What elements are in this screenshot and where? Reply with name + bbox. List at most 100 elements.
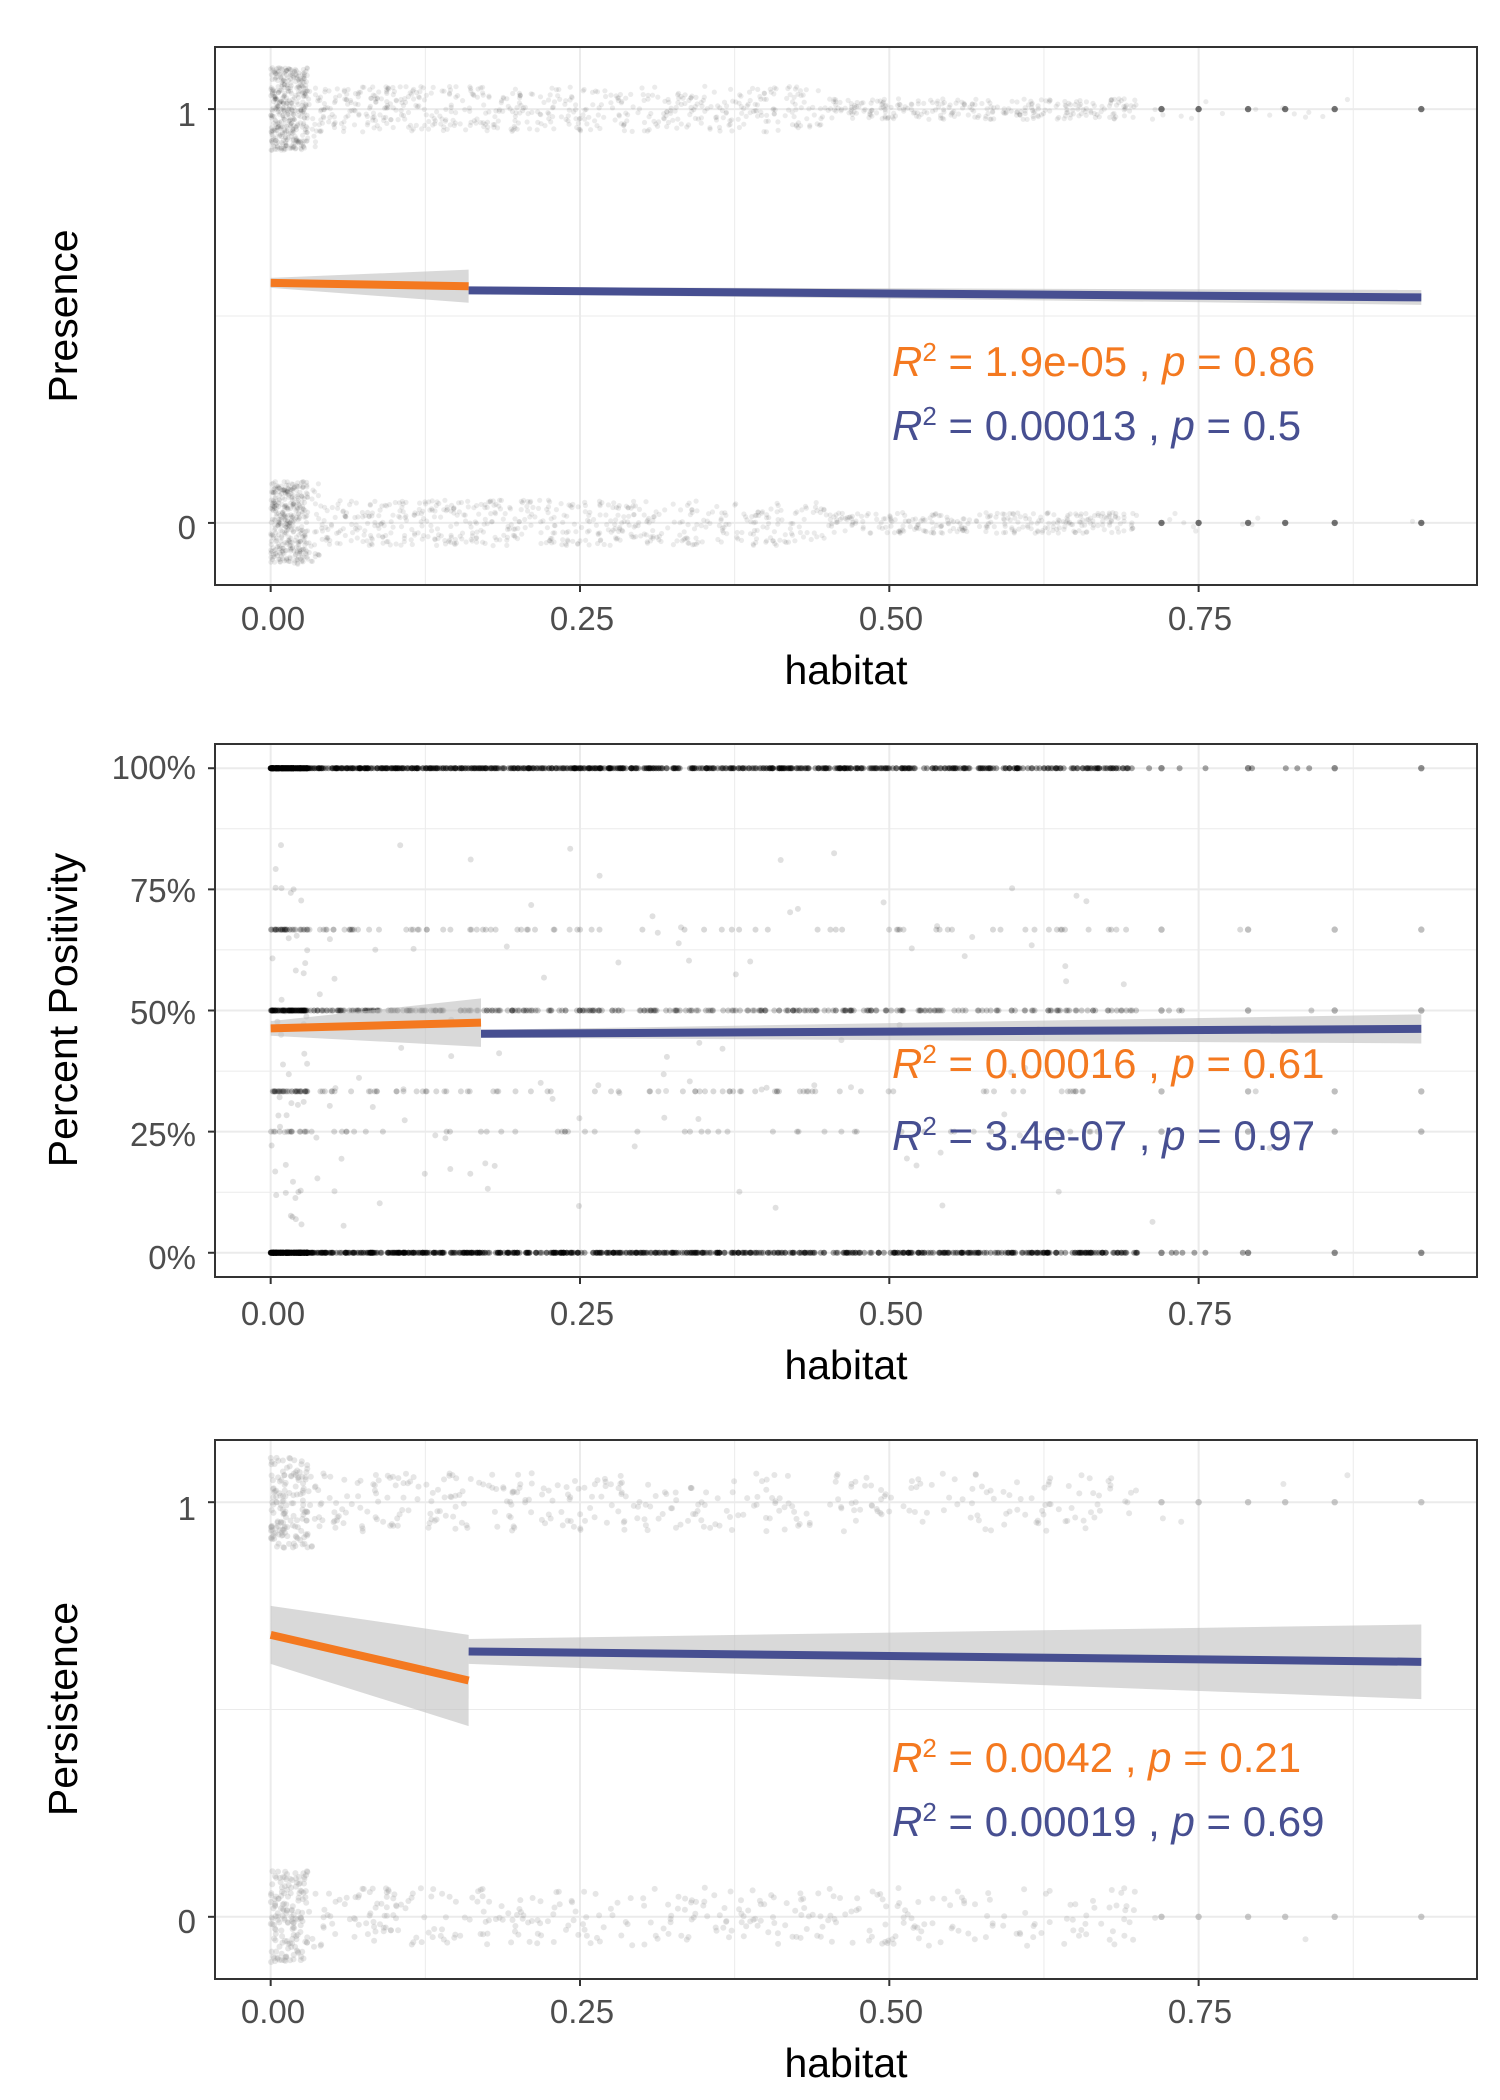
data-point: [303, 765, 310, 772]
data-point: [521, 497, 527, 503]
data-point: [270, 507, 276, 513]
data-point: [341, 128, 347, 135]
data-point: [744, 517, 750, 523]
data-point: [353, 522, 359, 528]
data-point: [1076, 519, 1082, 525]
data-point: [743, 514, 749, 520]
data-point: [399, 504, 405, 510]
data-point: [527, 499, 533, 506]
data-point: [613, 535, 619, 541]
data-point: [461, 512, 467, 518]
data-point: [272, 490, 278, 496]
data-point: [581, 86, 587, 93]
data-point: [768, 89, 774, 95]
data-point: [752, 926, 759, 933]
data-point: [703, 524, 709, 530]
data-point: [272, 485, 278, 491]
data-point: [298, 547, 304, 553]
data-point: [295, 492, 301, 498]
data-point: [303, 528, 309, 534]
data-point: [275, 121, 281, 127]
data-point: [888, 516, 894, 522]
data-point: [388, 519, 394, 525]
data-point: [670, 501, 676, 507]
data-point: [882, 115, 888, 121]
data-point: [545, 110, 551, 116]
data-point: [422, 1249, 429, 1256]
data-point: [764, 538, 770, 544]
data-point: [322, 926, 329, 933]
data-point: [299, 527, 305, 533]
data-point: [959, 1007, 966, 1014]
data-point: [671, 519, 677, 525]
data-point: [621, 128, 628, 134]
data-point: [607, 542, 613, 548]
data-point: [692, 115, 699, 121]
data-point: [416, 506, 422, 513]
data-point: [710, 1088, 717, 1095]
data-point: [730, 98, 736, 104]
data-point: [574, 926, 581, 933]
data-point: [287, 554, 293, 560]
data-point: [275, 522, 281, 529]
data-point: [827, 926, 834, 933]
data-point: [936, 104, 942, 110]
data-point: [280, 100, 286, 106]
data-point: [285, 489, 291, 495]
data-point: [718, 926, 725, 933]
data-point: [545, 97, 552, 103]
data-point: [1100, 518, 1106, 524]
data-point: [289, 513, 295, 519]
data-point: [421, 97, 428, 103]
data-point: [1022, 513, 1028, 519]
data-point: [277, 492, 283, 498]
data-point: [873, 511, 879, 517]
data-point: [698, 523, 704, 529]
data-point: [1158, 519, 1165, 527]
data-point: [532, 926, 538, 933]
data-point: [1158, 105, 1165, 113]
data-point: [276, 542, 282, 548]
data-point: [268, 505, 274, 511]
data-point: [377, 507, 383, 513]
data-point: [720, 530, 727, 536]
data-point: [311, 542, 318, 548]
data-point: [551, 126, 557, 132]
data-point: [481, 124, 487, 130]
data-point: [276, 497, 282, 503]
data-point: [518, 498, 524, 504]
data-point: [362, 528, 368, 534]
data-point: [794, 84, 800, 90]
data-point: [617, 526, 623, 532]
data-point: [299, 499, 305, 505]
data-point: [415, 530, 421, 536]
data-point: [1044, 511, 1050, 517]
data-point: [809, 1007, 816, 1014]
data-point: [469, 530, 476, 536]
data-point: [354, 1249, 361, 1256]
data-point: [1001, 530, 1007, 536]
data-point: [335, 501, 341, 507]
data-point: [300, 546, 306, 552]
data-point: [1046, 99, 1052, 105]
data-point: [1106, 512, 1113, 518]
data-point: [306, 549, 312, 556]
data-point: [699, 103, 705, 109]
data-point: [271, 485, 277, 492]
data-point: [399, 498, 405, 504]
data-point: [330, 926, 337, 933]
data-point: [782, 532, 788, 538]
data-point: [597, 501, 603, 507]
data-point: [285, 66, 292, 72]
data-point: [320, 1007, 327, 1014]
data-point: [291, 548, 297, 554]
data-point: [1055, 517, 1061, 523]
data-point: [1152, 106, 1158, 113]
data-point: [490, 543, 496, 549]
data-point: [1025, 523, 1031, 529]
data-point: [776, 765, 783, 772]
data-point: [1044, 765, 1051, 772]
data-point: [571, 109, 577, 115]
data-point: [906, 518, 912, 524]
data-point: [617, 524, 623, 530]
